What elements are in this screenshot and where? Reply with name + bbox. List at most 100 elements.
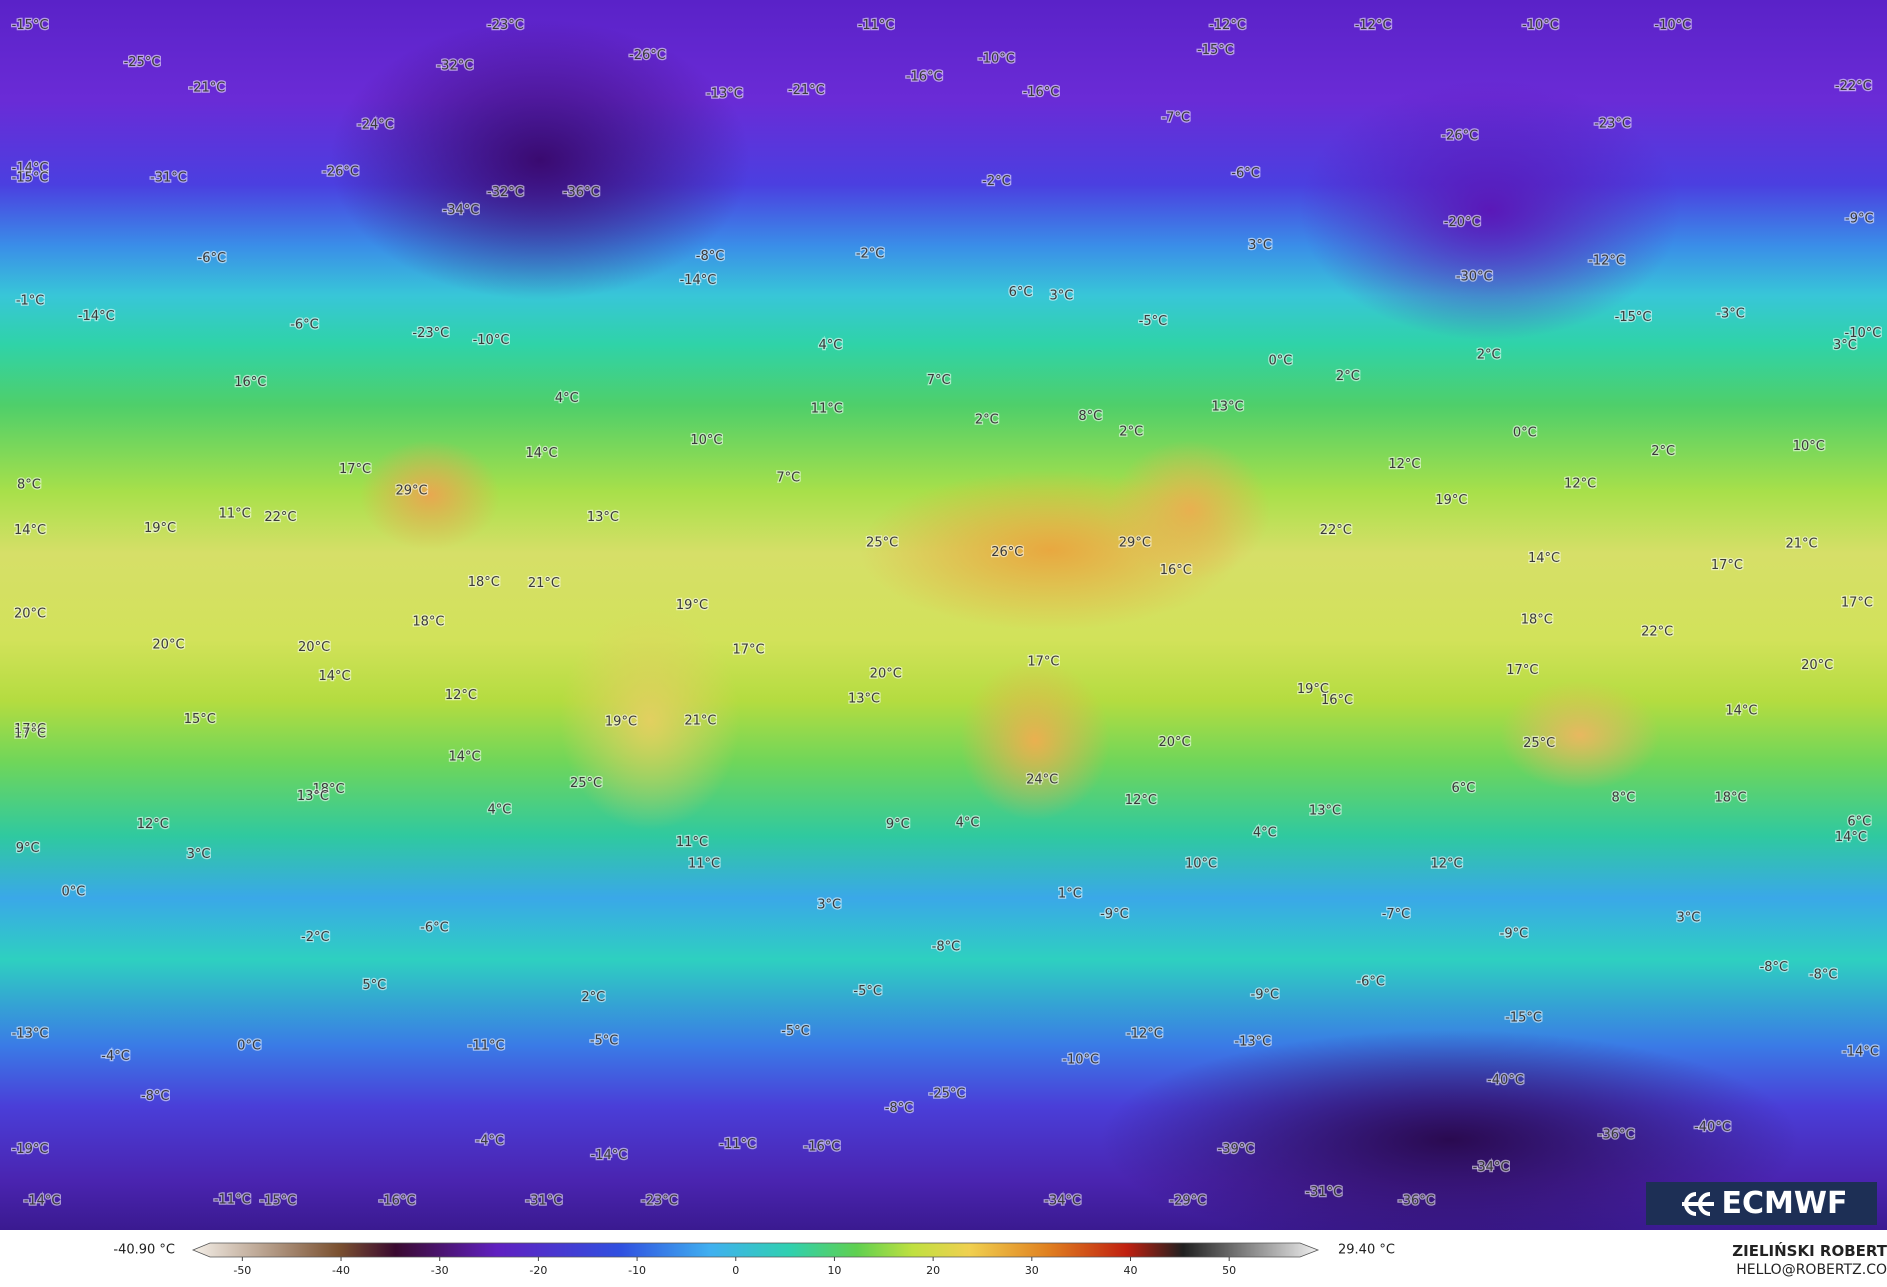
temperature-label: 3°C: [1050, 289, 1074, 304]
temperature-label: 5°C: [362, 978, 386, 993]
temperature-label: 19°C: [676, 598, 708, 613]
temperature-label: 1°C: [1058, 887, 1082, 902]
temperature-label: -25°C: [929, 1086, 966, 1101]
temperature-label: 17°C: [1711, 558, 1743, 573]
temperature-label: -4°C: [101, 1049, 130, 1064]
temperature-label: 19°C: [1297, 682, 1329, 697]
temperature-label: -12°C: [1126, 1026, 1163, 1041]
temperature-label: 9°C: [16, 841, 40, 856]
temperature-label: -13°C: [12, 1026, 49, 1041]
temperature-label: -32°C: [487, 185, 524, 200]
temperature-label: 10°C: [1185, 857, 1217, 872]
temperature-label: 11°C: [811, 402, 843, 417]
temperature-label: 2°C: [1651, 444, 1675, 459]
temperature-label: -16°C: [379, 1194, 416, 1209]
temperature-label: -36°C: [563, 185, 600, 200]
temperature-label: -9°C: [1845, 212, 1874, 227]
temperature-label: -21°C: [189, 80, 226, 95]
temperature-label: -34°C: [443, 203, 480, 218]
colorbar-tick-label: -20: [529, 1264, 547, 1277]
temperature-label: -11°C: [719, 1137, 756, 1152]
temperature-label: 4°C: [956, 816, 980, 831]
temperature-label: -2°C: [301, 930, 330, 945]
temperature-label: 4°C: [555, 391, 579, 406]
temperature-label: 4°C: [818, 338, 842, 353]
temperature-label: -5°C: [853, 984, 882, 999]
temperature-label: -15°C: [1197, 43, 1234, 58]
temperature-label: -23°C: [1594, 116, 1631, 131]
temperature-label: -9°C: [1251, 988, 1280, 1003]
temperature-label: 14°C: [1528, 551, 1560, 566]
temperature-label: -39°C: [1218, 1142, 1255, 1157]
temperature-label: -25°C: [124, 55, 161, 70]
temperature-label: 6°C: [1451, 781, 1475, 796]
temperature-label: -32°C: [436, 59, 473, 74]
temperature-label: 10°C: [1793, 439, 1825, 454]
temperature-label: 12°C: [1388, 457, 1420, 472]
temperature-label: 3°C: [1677, 911, 1701, 926]
temperature-label: -16°C: [906, 70, 943, 85]
temperature-label: 3°C: [187, 847, 211, 862]
temperature-label: -8°C: [932, 940, 961, 955]
temperature-label: -12°C: [1355, 18, 1392, 33]
temperature-label: -15°C: [1615, 310, 1652, 325]
temperature-label: 12°C: [137, 817, 169, 832]
temperature-label: 20°C: [1158, 735, 1190, 750]
temperature-label: -5°C: [1139, 314, 1168, 329]
colorbar-tick-label: 50: [1222, 1264, 1236, 1277]
warm-south-america: [560, 610, 740, 830]
temperature-label: -9°C: [1100, 907, 1129, 922]
colorbar-max: 29.40 °C: [1338, 1243, 1395, 1258]
temperature-label: -24°C: [357, 118, 394, 133]
temperature-label: -10°C: [1654, 18, 1691, 33]
temperature-label: -10°C: [1062, 1053, 1099, 1068]
temperature-label: -29°C: [1169, 1194, 1206, 1209]
temperature-label: -6°C: [1231, 166, 1260, 181]
temperature-label: -8°C: [1760, 960, 1789, 975]
warm-south-africa: [960, 660, 1110, 820]
temperature-label: 14°C: [318, 669, 350, 684]
temperature-label: 8°C: [17, 477, 41, 492]
temperature-label: 19°C: [144, 521, 176, 536]
temperature-label: 3°C: [817, 897, 841, 912]
warm-arabia: [1110, 440, 1270, 580]
temperature-label: -6°C: [1356, 975, 1385, 990]
temperature-label: 13°C: [848, 692, 880, 707]
temperature-label: 18°C: [412, 615, 444, 630]
temperature-label: 11°C: [676, 835, 708, 850]
temperature-label: 10°C: [690, 433, 722, 448]
temperature-label: 16°C: [1160, 563, 1192, 578]
temperature-label: -14°C: [12, 161, 49, 176]
temperature-label: -6°C: [290, 317, 319, 332]
temperature-label: 26°C: [991, 545, 1023, 560]
colorbar-tick-label: -50: [233, 1264, 251, 1277]
temperature-label: -5°C: [590, 1033, 619, 1048]
temperature-label: 14°C: [14, 523, 46, 538]
temperature-label: -14°C: [591, 1148, 628, 1163]
temperature-label: -10°C: [473, 333, 510, 348]
temperature-label: -14°C: [680, 273, 717, 288]
temperature-label: -4°C: [476, 1133, 505, 1148]
temperature-label: -8°C: [141, 1089, 170, 1104]
colorbar-tick-label: -40: [332, 1264, 350, 1277]
temperature-label: 14°C: [1835, 830, 1867, 845]
temperature-label: -22°C: [1835, 79, 1872, 94]
temperature-label: 19°C: [1435, 493, 1467, 508]
temperature-label: 8°C: [1612, 790, 1636, 805]
temperature-label: -19°C: [12, 1142, 49, 1157]
temperature-label: -12°C: [1588, 254, 1625, 269]
temperature-label: -26°C: [322, 165, 359, 180]
colorbar-min: -40.90 °C: [113, 1243, 175, 1258]
temperature-label: 17°C: [732, 642, 764, 657]
temperature-label: 18°C: [1714, 790, 1746, 805]
temperature-label: -3°C: [1716, 307, 1745, 322]
temperature-label: 2°C: [1119, 425, 1143, 440]
temperature-label: 12°C: [1564, 476, 1596, 491]
temperature-label: -5°C: [781, 1024, 810, 1039]
temperature-label: -31°C: [150, 171, 187, 186]
temperature-label: -34°C: [1044, 1194, 1081, 1209]
temperature-label: 0°C: [1513, 426, 1537, 441]
temperature-map: -15°C -23°C -11°C -12°C -12°C -10°C -10°C -25°C…: [0, 0, 1887, 1230]
temperature-label: 14°C: [448, 749, 480, 764]
temperature-label: 0°C: [237, 1038, 261, 1053]
